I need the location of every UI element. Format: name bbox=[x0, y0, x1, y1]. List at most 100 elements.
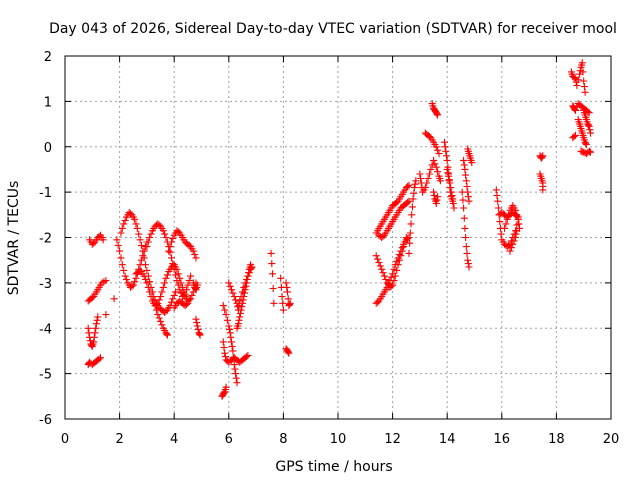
data-point bbox=[436, 177, 444, 185]
data-point bbox=[539, 152, 547, 160]
data-point bbox=[515, 220, 523, 228]
data-point bbox=[464, 193, 472, 201]
data-point bbox=[159, 227, 167, 235]
data-point bbox=[277, 274, 285, 282]
data-point bbox=[241, 286, 249, 294]
data-point bbox=[166, 243, 174, 251]
data-point bbox=[379, 269, 387, 277]
x-tick-labels: 0 2 4 6 8 10 12 14 16 18 20 bbox=[61, 432, 619, 447]
data-point bbox=[408, 211, 416, 219]
data-point bbox=[570, 133, 578, 140]
data-point bbox=[169, 295, 177, 303]
data-point bbox=[90, 338, 98, 346]
data-point bbox=[131, 215, 139, 223]
x-axis-label: GPS time / hours bbox=[275, 459, 392, 475]
data-point bbox=[155, 296, 163, 304]
data-point bbox=[169, 235, 177, 243]
x-tick-label: 6 bbox=[225, 432, 233, 447]
data-point bbox=[284, 348, 292, 356]
data-point bbox=[391, 272, 399, 280]
data-point bbox=[449, 200, 457, 207]
data-point bbox=[220, 344, 228, 351]
data-point bbox=[507, 244, 515, 252]
data-point bbox=[222, 311, 230, 319]
data-point bbox=[239, 299, 246, 307]
data-point bbox=[102, 277, 110, 285]
data-point bbox=[514, 215, 522, 223]
data-point bbox=[587, 148, 594, 156]
data-point bbox=[462, 234, 470, 241]
data-point bbox=[279, 299, 287, 307]
data-point bbox=[460, 161, 468, 169]
data-point bbox=[153, 306, 160, 314]
data-point bbox=[378, 265, 386, 273]
data-point bbox=[406, 229, 414, 237]
data-point bbox=[193, 319, 201, 327]
data-point bbox=[158, 288, 166, 296]
y-tick-label: 0 bbox=[44, 141, 52, 156]
data-point bbox=[142, 261, 149, 269]
data-point bbox=[402, 234, 410, 241]
data-point bbox=[232, 296, 240, 304]
data-point bbox=[120, 266, 128, 274]
data-point bbox=[461, 165, 469, 173]
data-point bbox=[270, 299, 278, 307]
data-point bbox=[284, 288, 291, 296]
data-point bbox=[165, 247, 173, 255]
data-point bbox=[284, 295, 292, 303]
data-point bbox=[228, 286, 235, 294]
data-point bbox=[463, 249, 471, 257]
data-point bbox=[157, 317, 165, 325]
data-point bbox=[240, 293, 248, 300]
data-point bbox=[241, 289, 248, 297]
data-point bbox=[442, 147, 450, 155]
data-point bbox=[462, 177, 470, 185]
data-point bbox=[496, 218, 504, 226]
data-point bbox=[282, 279, 290, 287]
data-point bbox=[464, 188, 472, 196]
data-point bbox=[132, 220, 140, 228]
data-point bbox=[285, 349, 293, 357]
data-point bbox=[221, 306, 229, 314]
data-point bbox=[185, 277, 193, 285]
data-point bbox=[448, 192, 456, 199]
x-tick-label: 10 bbox=[330, 432, 347, 447]
data-point bbox=[447, 188, 455, 196]
data-point bbox=[172, 288, 180, 296]
data-point bbox=[118, 261, 126, 269]
data-point bbox=[404, 198, 412, 206]
data-point bbox=[464, 256, 472, 264]
data-point bbox=[228, 338, 235, 346]
data-point bbox=[441, 138, 448, 146]
data-point bbox=[286, 299, 294, 307]
data-point bbox=[184, 299, 192, 307]
data-point bbox=[460, 214, 468, 222]
data-point bbox=[405, 249, 413, 257]
data-point bbox=[375, 259, 383, 266]
data-point bbox=[400, 243, 407, 251]
data-point bbox=[374, 255, 382, 263]
data-point bbox=[286, 300, 293, 308]
data-point bbox=[494, 197, 502, 205]
data-point bbox=[393, 266, 401, 274]
data-point bbox=[445, 172, 453, 180]
data-point bbox=[427, 165, 435, 173]
data-point bbox=[94, 313, 102, 321]
data-point bbox=[230, 354, 238, 362]
data-point bbox=[188, 291, 196, 299]
data-point bbox=[434, 168, 442, 176]
data-point bbox=[461, 224, 469, 232]
data-point bbox=[180, 291, 188, 299]
data-point bbox=[121, 217, 129, 224]
data-point bbox=[279, 306, 287, 314]
data-point bbox=[151, 302, 159, 310]
data-point bbox=[136, 236, 144, 244]
data-point bbox=[497, 230, 505, 238]
data-point bbox=[416, 170, 424, 178]
data-point bbox=[539, 186, 547, 194]
data-point bbox=[417, 175, 425, 182]
data-point bbox=[191, 251, 199, 258]
data-point bbox=[222, 383, 230, 391]
data-point bbox=[506, 247, 514, 255]
data-point bbox=[460, 204, 468, 212]
